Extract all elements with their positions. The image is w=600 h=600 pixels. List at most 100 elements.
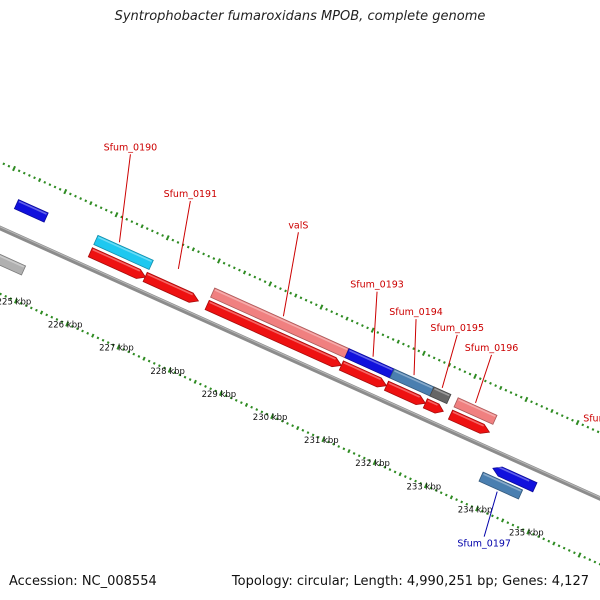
outer-tick-ring-tick xyxy=(565,416,569,420)
outer-tick-ring-tick xyxy=(427,354,431,357)
outer-tick-ring-tick xyxy=(104,208,108,212)
outer-tick-ring-tick xyxy=(79,197,82,200)
outer-tick-ring-tick xyxy=(114,212,119,218)
gene-feature-highlight xyxy=(214,289,348,351)
inner-tick-ring-tick xyxy=(449,495,454,500)
inner-tick-ring-tick xyxy=(511,523,515,527)
gene-feature-highlight xyxy=(0,255,25,268)
outer-tick-ring-tick xyxy=(325,307,328,311)
inner-tick-ring-tick xyxy=(423,483,428,489)
outer-tick-ring-tick xyxy=(43,180,47,184)
kbp-tick-label: 233 kbp xyxy=(407,482,442,492)
outer-tick-ring-tick xyxy=(402,342,405,346)
outer-tick-ring-tick xyxy=(217,258,221,264)
map-title: Syntrophobacter fumaroxidans MPOB, compl… xyxy=(114,9,486,24)
gene-feature xyxy=(492,466,538,493)
inner-tick-ring-tick xyxy=(291,424,294,428)
inner-tick-ring-tick xyxy=(526,529,531,535)
outer-tick-ring-tick xyxy=(586,425,590,429)
inner-tick-ring-tick xyxy=(439,491,443,495)
outer-tick-ring-tick xyxy=(125,217,129,221)
inner-tick-ring-tick xyxy=(50,315,54,319)
inner-tick-ring-tick xyxy=(188,378,192,381)
outer-tick-ring-tick xyxy=(437,358,441,362)
outer-tick-ring-tick xyxy=(509,391,513,394)
inner-tick-ring-tick xyxy=(547,539,551,543)
gene-feature-highlight xyxy=(92,248,141,272)
inner-tick-ring-tick xyxy=(65,321,70,327)
inner-tick-ring-tick xyxy=(214,389,218,393)
inner-tick-ring-tick xyxy=(434,488,438,492)
outer-tick-ring-tick xyxy=(12,165,16,172)
outer-tick-ring-tick xyxy=(447,362,452,367)
inner-tick-ring-tick xyxy=(35,308,38,312)
inner-tick-ring-tick xyxy=(321,436,326,443)
outer-tick-ring-tick xyxy=(581,423,585,427)
inner-tick-ring-tick xyxy=(45,313,49,317)
kbp-tick-label: 227 kbp xyxy=(99,344,134,354)
inner-tick-ring-tick xyxy=(393,470,397,474)
gene-feature-highlight xyxy=(388,382,420,398)
outer-tick-ring-tick xyxy=(407,344,410,348)
outer-tick-ring-tick xyxy=(571,418,574,422)
inner-tick-ring-tick xyxy=(383,465,387,469)
gene-feature xyxy=(383,380,427,406)
outer-tick-ring-tick xyxy=(268,281,273,287)
outer-tick-ring-tick xyxy=(366,326,369,330)
outer-tick-ring-tick xyxy=(165,235,170,241)
outer-tick-ring-tick xyxy=(191,247,195,252)
inner-tick-ring-tick xyxy=(501,518,505,523)
inner-tick-ring-tick xyxy=(39,310,44,315)
inner-tick-ring-tick xyxy=(116,344,121,350)
outer-tick-ring-tick xyxy=(504,388,508,392)
gene-label-leader xyxy=(475,354,492,404)
gene-feature xyxy=(478,471,524,500)
inner-tick-ring-tick xyxy=(240,401,243,405)
inner-tick-ring-tick xyxy=(275,417,279,421)
inner-tick-ring-tick xyxy=(70,324,74,328)
outer-tick-ring-tick xyxy=(335,312,339,316)
outer-tick-ring-tick xyxy=(289,291,293,295)
outer-tick-ring-tick xyxy=(33,176,36,180)
outer-tick-ring-tick xyxy=(550,408,554,414)
inner-tick-ring-tick xyxy=(521,528,525,532)
outer-tick-ring-tick xyxy=(458,368,462,371)
inner-tick-ring-tick xyxy=(398,472,402,477)
inner-tick-ring-tick xyxy=(378,463,382,467)
outer-tick-ring-tick xyxy=(309,301,313,304)
inner-tick-ring-tick xyxy=(260,410,264,414)
gene-label: Sfum_0191 xyxy=(164,189,218,200)
outer-tick-ring-tick xyxy=(361,324,364,327)
inner-tick-ring-tick xyxy=(224,394,228,398)
outer-tick-ring-tick xyxy=(499,385,503,390)
outer-tick-ring-tick xyxy=(453,365,457,369)
outer-tick-ring-tick xyxy=(284,289,287,293)
inner-tick-ring-tick xyxy=(209,387,212,391)
inner-tick-ring-tick xyxy=(357,454,361,458)
outer-tick-ring-tick xyxy=(484,379,487,383)
outer-tick-ring-tick xyxy=(443,361,446,364)
outer-tick-ring-tick xyxy=(330,310,334,314)
outer-tick-ring-tick xyxy=(314,303,318,307)
gene-feature xyxy=(429,386,452,405)
outer-tick-ring-tick xyxy=(319,304,324,310)
inner-tick-ring-tick xyxy=(9,297,13,301)
outer-tick-ring-tick xyxy=(186,245,190,249)
inner-tick-ring-tick xyxy=(132,352,136,356)
inner-tick-ring-tick xyxy=(19,301,23,305)
gene-feature-highlight xyxy=(209,301,336,360)
outer-tick-ring-tick xyxy=(145,227,149,230)
gene-feature xyxy=(13,199,49,223)
outer-tick-ring-tick xyxy=(381,333,385,337)
inner-tick-ring-tick xyxy=(316,435,320,439)
inner-tick-ring-tick xyxy=(342,447,346,451)
gene-feature xyxy=(453,397,498,425)
inner-tick-ring-tick xyxy=(4,294,8,298)
inner-tick-ring-tick xyxy=(583,555,587,559)
inner-tick-ring-tick xyxy=(218,390,223,397)
inner-tick-ring-tick xyxy=(372,459,377,466)
inner-tick-ring-tick xyxy=(152,361,156,365)
gene-feature-highlight xyxy=(452,411,484,427)
outer-tick-ring-tick xyxy=(386,335,390,339)
inner-tick-ring-tick xyxy=(409,477,412,481)
